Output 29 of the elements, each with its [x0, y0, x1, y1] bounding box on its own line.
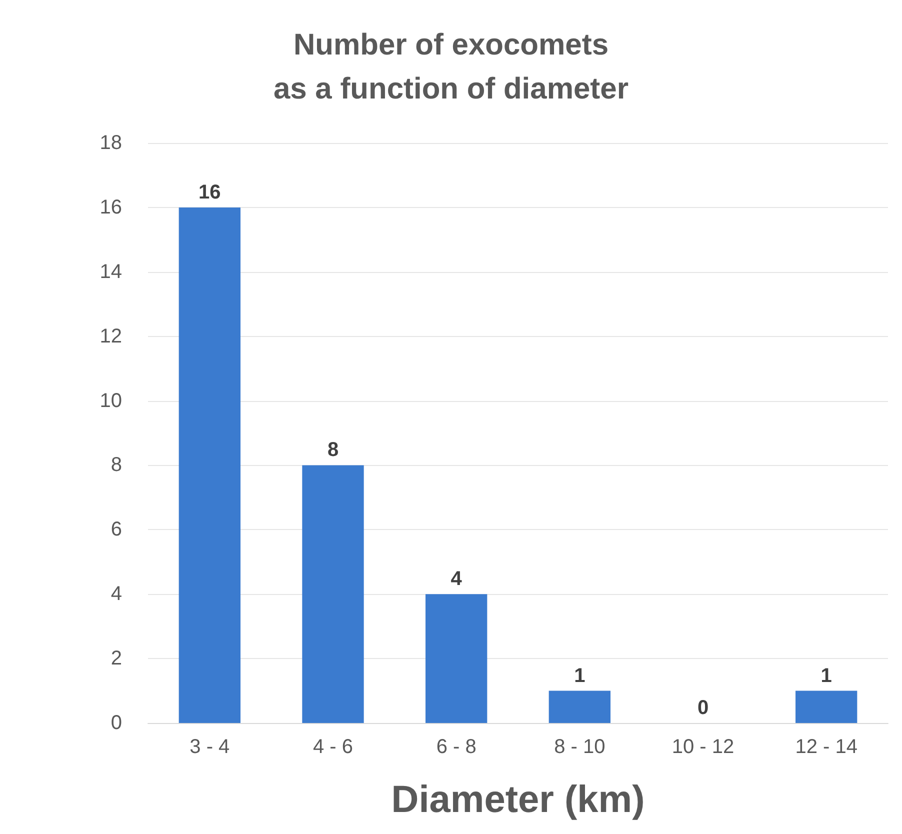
data-label: 4 — [450, 568, 463, 590]
x-tick-label: 12 - 14 — [795, 736, 858, 758]
x-axis-title: Diameter (km) — [391, 779, 645, 821]
x-tick-label: 8 - 10 — [554, 736, 606, 758]
bar — [426, 594, 488, 723]
bar — [178, 207, 240, 723]
x-tick-label: 10 - 12 — [672, 736, 734, 758]
y-tick-label: 6 — [110, 518, 122, 541]
data-label: 1 — [820, 664, 832, 687]
y-tick-label: 4 — [110, 583, 122, 606]
data-label: 1 — [574, 664, 586, 687]
data-label: 16 — [198, 181, 221, 204]
bar — [548, 690, 610, 723]
bar — [302, 465, 364, 723]
x-tick-label: 3 - 4 — [190, 736, 230, 758]
y-tick-label: 12 — [100, 325, 122, 348]
x-tick-label: 4 - 6 — [312, 736, 354, 758]
y-tick-label: 2 — [110, 648, 122, 670]
bar — [796, 690, 858, 723]
y-tick-label: 18 — [100, 132, 122, 154]
y-tick-label: 16 — [100, 196, 122, 218]
chart-title: Number of exocomets as a function of diameter — [273, 28, 629, 106]
y-tick-label: 8 — [110, 454, 122, 476]
x-tick-label: 6 - 8 — [436, 736, 476, 758]
data-label: 0 — [697, 697, 709, 719]
y-tick-label: 0 — [110, 712, 122, 734]
y-tick-label: 14 — [100, 260, 122, 283]
y-tick-label: 10 — [100, 390, 122, 412]
data-label: 8 — [327, 439, 339, 462]
